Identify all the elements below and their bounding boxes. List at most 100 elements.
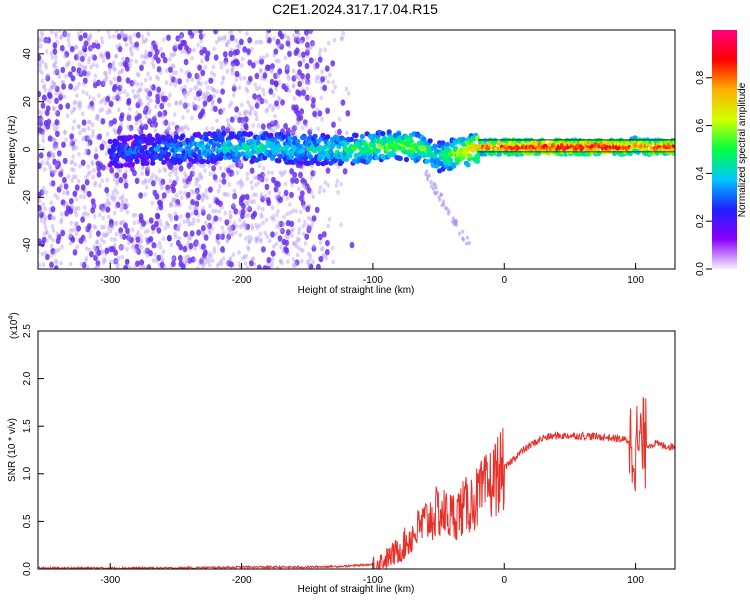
noise-point <box>243 122 249 129</box>
ridge-point <box>210 153 216 159</box>
noise-point <box>94 115 99 121</box>
noise-point <box>246 48 251 55</box>
noise-point <box>239 38 244 45</box>
noise-point <box>138 128 144 136</box>
noise-point <box>313 170 317 176</box>
noise-point <box>103 100 108 106</box>
noise-point <box>118 61 123 67</box>
noise-point <box>274 58 279 64</box>
noise-point <box>214 39 219 45</box>
noise-point <box>235 170 240 176</box>
noise-point <box>134 243 140 251</box>
snr-y-multiplier: (x104) <box>8 312 20 339</box>
noise-point <box>97 30 101 33</box>
noise-point <box>290 233 294 239</box>
noise-point <box>87 104 92 110</box>
noise-point <box>300 258 304 264</box>
noise-point <box>81 136 85 142</box>
noise-point <box>55 130 60 138</box>
noise-point <box>82 45 87 52</box>
noise-point <box>189 32 195 39</box>
noise-point <box>78 164 82 169</box>
noise-point <box>295 252 300 258</box>
noise-point <box>294 30 300 34</box>
noise-point <box>294 260 298 266</box>
noise-point <box>291 262 296 268</box>
noise-point <box>279 33 285 40</box>
noise-point <box>229 225 233 231</box>
noise-point <box>276 208 280 214</box>
noise-point <box>87 139 93 146</box>
noise-point <box>256 180 261 186</box>
noise-point <box>440 203 444 208</box>
noise-point <box>249 107 254 113</box>
noise-point <box>299 108 305 115</box>
noise-point <box>49 51 54 56</box>
ridge-point <box>348 136 354 142</box>
ridge-point <box>150 160 156 166</box>
noise-point <box>308 57 314 64</box>
noise-point <box>305 41 310 49</box>
noise-point <box>258 176 263 182</box>
noise-point <box>96 230 101 237</box>
ridge-point <box>375 148 381 154</box>
noise-point <box>173 211 178 217</box>
noise-point <box>98 243 102 249</box>
noise-point <box>178 243 184 251</box>
noise-point <box>194 187 200 194</box>
noise-point <box>346 91 351 96</box>
noise-point <box>167 212 171 218</box>
noise-point <box>40 70 44 76</box>
noise-point <box>234 223 239 229</box>
noise-point <box>276 124 281 130</box>
noise-point <box>108 79 113 85</box>
noise-point <box>184 255 188 261</box>
noise-point <box>267 37 272 44</box>
noise-point <box>156 254 162 262</box>
colorbar-scale <box>712 30 737 269</box>
noise-point <box>88 45 93 52</box>
noise-point <box>152 116 157 123</box>
noise-point <box>151 229 155 235</box>
ridge-point <box>251 149 257 155</box>
noise-point <box>96 171 102 178</box>
noise-point <box>168 203 173 209</box>
noise-point <box>256 94 262 101</box>
noise-point <box>52 144 56 150</box>
noise-point <box>44 190 48 195</box>
noise-point <box>197 184 202 189</box>
noise-point <box>100 178 105 184</box>
ridge-point <box>312 133 318 139</box>
noise-point <box>274 86 278 92</box>
noise-point <box>44 230 49 236</box>
noise-point <box>151 242 157 249</box>
noise-point <box>250 213 256 220</box>
noise-point <box>247 59 253 66</box>
noise-point <box>42 94 47 101</box>
noise-point <box>166 223 171 229</box>
ridge-point <box>147 133 153 139</box>
noise-point <box>181 125 186 131</box>
noise-point <box>54 85 60 93</box>
noise-point <box>292 241 296 246</box>
noise-point <box>163 225 168 231</box>
noise-point <box>192 170 196 176</box>
noise-point <box>109 223 114 228</box>
noise-point <box>60 199 66 206</box>
noise-point <box>148 217 154 224</box>
ridge-point <box>374 155 380 161</box>
noise-point <box>196 193 202 201</box>
noise-point <box>245 171 250 177</box>
noise-point <box>301 182 306 187</box>
noise-point <box>245 31 249 36</box>
noise-point <box>113 130 118 135</box>
noise-point <box>182 91 186 96</box>
noise-point <box>115 181 119 187</box>
noise-point <box>91 62 96 67</box>
noise-point <box>108 228 113 234</box>
noise-point <box>277 220 281 226</box>
noise-point <box>310 102 316 109</box>
noise-point <box>206 214 212 221</box>
noise-point <box>144 178 148 183</box>
